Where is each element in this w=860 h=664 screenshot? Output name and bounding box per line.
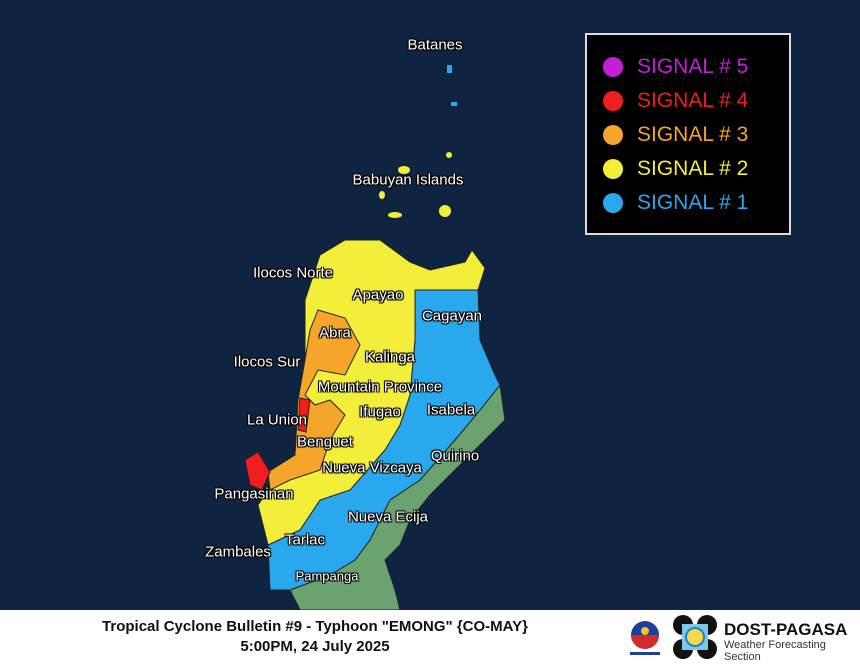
legend-item-signal-5: SIGNAL # 5 <box>603 52 748 82</box>
label-babuyan-islands: Babuyan Islands <box>352 171 464 189</box>
footer: Tropical Cyclone Bulletin #9 - Typhoon "… <box>0 610 860 664</box>
label-pampanga: Pampanga <box>295 568 359 584</box>
region-signal-4 <box>244 451 271 491</box>
legend-label: SIGNAL # 4 <box>637 89 749 112</box>
legend-item-signal-3: SIGNAL # 3 <box>603 120 748 150</box>
label-zambales: Zambales <box>205 543 271 561</box>
label-kalinga: Kalinga <box>364 348 416 366</box>
label-apayao: Apayao <box>352 286 404 304</box>
island-batanes <box>447 65 452 73</box>
legend-label: SIGNAL # 2 <box>637 157 749 180</box>
label-ifugao: Ifugao <box>359 403 401 421</box>
label-ilocos-norte: Ilocos Norte <box>252 264 334 282</box>
bagong-pilipinas-logo-icon <box>630 621 660 655</box>
island-babuyan-5 <box>379 191 385 199</box>
island-babuyan <box>398 166 410 174</box>
label-nueva-vizcaya: Nueva Vizcaya <box>322 459 422 477</box>
signal-4-dot-icon <box>603 91 623 111</box>
legend-label: SIGNAL # 5 <box>637 55 749 78</box>
region-signal-3 <box>267 309 361 491</box>
label-batanes: Batanes <box>407 36 463 54</box>
label-tarlac: Tarlac <box>284 531 326 549</box>
bulletin-title: Tropical Cyclone Bulletin #9 - Typhoon "… <box>102 618 528 635</box>
luzon-map-shapes <box>244 65 506 610</box>
label-isabela: Isabela <box>426 401 476 419</box>
label-quirino: Quirino <box>430 447 480 465</box>
label-la-union: La Union <box>246 411 308 429</box>
pagasa-logo-icon <box>673 615 717 659</box>
label-mountain-province: Mountain Province <box>317 378 443 396</box>
label-abra: Abra <box>319 324 351 342</box>
legend-item-signal-2: SIGNAL # 2 <box>603 154 748 184</box>
legend-label: SIGNAL # 1 <box>637 191 749 214</box>
region-signal-4-la-union <box>297 397 311 433</box>
island-batanes-2 <box>451 102 457 106</box>
label-ilocos-sur: Ilocos Sur <box>233 353 301 371</box>
signal-5-dot-icon <box>603 57 623 77</box>
signal-2-dot-icon <box>603 159 623 179</box>
legend-item-signal-4: SIGNAL # 4 <box>603 86 748 116</box>
island-babuyan-3 <box>439 205 451 217</box>
label-pangasinan: Pangasinan <box>214 485 294 503</box>
agency-name: DOST-PAGASA <box>724 620 848 639</box>
label-cagayan: Cagayan <box>421 307 483 325</box>
signal-legend: SIGNAL # 5 SIGNAL # 4 SIGNAL # 3 SIGNAL … <box>585 33 791 235</box>
signal-3-dot-icon <box>603 125 623 145</box>
legend-label: SIGNAL # 3 <box>637 123 749 146</box>
label-nueva-ecija: Nueva Ecija <box>347 508 429 526</box>
island-babuyan-2 <box>446 152 452 158</box>
signal-1-dot-icon <box>603 193 623 213</box>
label-benguet: Benguet <box>297 433 353 451</box>
island-babuyan-4 <box>388 212 402 218</box>
bulletin-datetime: 5:00PM, 24 July 2025 <box>240 638 390 655</box>
signal-map: Batanes Babuyan Islands Ilocos Norte Apa… <box>0 0 860 610</box>
agency-section: Weather Forecasting Section <box>724 639 826 663</box>
legend-item-signal-1: SIGNAL # 1 <box>603 188 748 218</box>
